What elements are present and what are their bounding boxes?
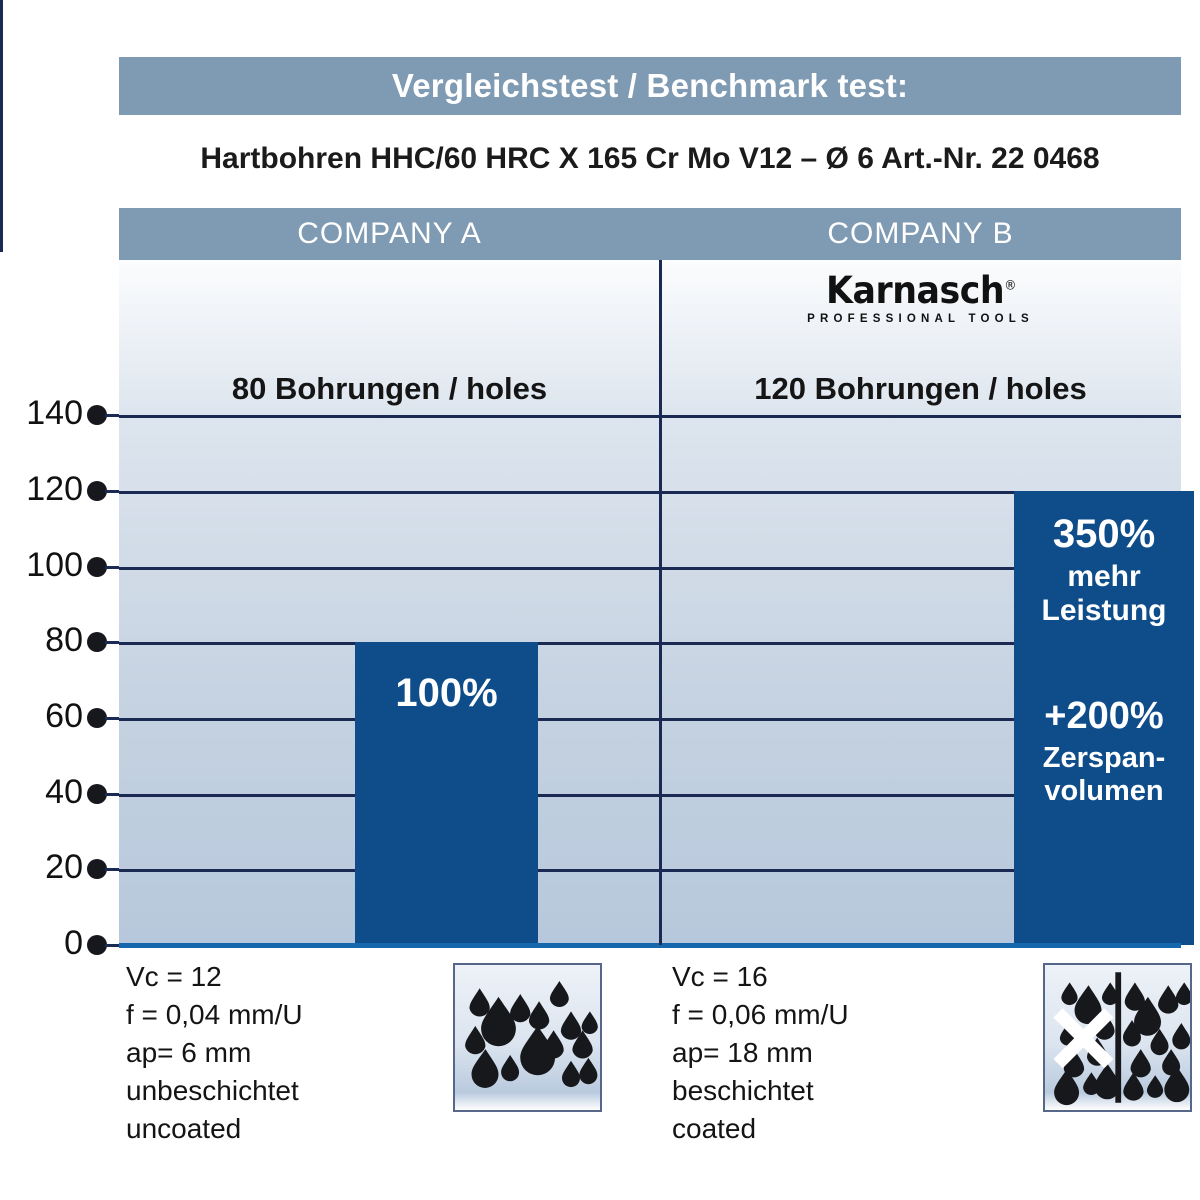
y-tick-dot-100 [87,557,107,577]
company-b-spec-coating-de: beschichtet [672,1075,814,1107]
company-b-spec-vc: Vc = 16 [672,961,768,992]
karnasch-wordmark: Karnasch® [826,272,1016,309]
y-tick-dot-80 [87,632,107,652]
y-tick-label-40: 40 [45,773,83,811]
y-tick-label-120: 120 [26,470,83,508]
page-subtitle: Hartbohren HHC/60 HRC X 165 Cr Mo V12 – … [200,142,1100,175]
bar-b-performance-line3: Leistung [1041,594,1167,627]
y-tick-label-60: 60 [45,697,83,735]
karnasch-wordmark-text: Karnasch [825,269,1005,312]
y-tick-label-100: 100 [26,546,83,584]
y-tick-stub-40 [105,792,119,796]
y-tick-stub-0 [105,943,119,947]
column-separator-lower [0,0,3,252]
coolant-drops-icon [453,963,602,1112]
company-a-spec-coating-de: unbeschichtet [126,1075,299,1107]
y-tick-label-140: 140 [26,394,83,432]
y-tick-dot-0 [87,935,107,955]
y-tick-dot-40 [87,784,107,804]
gridline-40 [119,794,1181,797]
karnasch-logo: Karnasch® PROFESSIONAL TOOLS [751,272,1091,325]
company-b-spec-f: f = 0,06 mm/U [672,999,849,1031]
gridline-100 [119,567,1181,570]
company-b-holes: 120 Bohrungen / holes [754,371,1087,406]
y-tick-stub-60 [105,716,119,720]
company-a-upper: 80 Bohrungen / holes [119,260,660,415]
company-header-bar: COMPANY A COMPANY B [119,208,1181,260]
y-tick-dot-60 [87,708,107,728]
y-tick-label-0: 0 [64,924,83,962]
bar-company-b[interactable]: 350% mehr Leistung +200% Zerspan- volume… [1014,491,1194,945]
y-tick-label-80: 80 [45,621,83,659]
karnasch-tagline: PROFESSIONAL TOOLS [807,313,1034,325]
registered-trademark-icon: ® [1003,278,1016,294]
y-tick-stub-120 [105,489,119,493]
company-a-spec-f: f = 0,04 mm/U [126,999,303,1031]
page-title: Vergleichstest / Benchmark test: [391,67,909,104]
bar-b-performance-pct: 350% [1052,512,1156,556]
chart-baseline [119,943,1181,948]
y-tick-dot-120 [87,481,107,501]
bar-company-a[interactable]: 100% [355,642,538,945]
y-tick-dot-20 [87,859,107,879]
bar-b-volume-line3: volumen [1044,775,1164,807]
chart-plot-area: 100% 350% mehr Leistung +200% Zerspan- v… [119,415,1194,945]
company-a-holes: 80 Bohrungen / holes [231,371,548,406]
y-tick-stub-100 [105,565,119,569]
company-a-specs: Vc = 12 f = 0,04 mm/U ap= 6 mm unbeschic… [126,958,303,1148]
y-tick-stub-80 [105,640,119,644]
company-a-spec-ap: ap= 6 mm [126,1037,252,1069]
company-b-spec-ap: ap= 18 mm [672,1037,813,1069]
y-tick-stub-140 [105,413,119,417]
gridline-20 [119,869,1181,872]
bar-a-value-label: 100% [395,671,498,715]
company-b-specs: Vc = 16 f = 0,06 mm/U ap= 18 mm beschich… [672,958,849,1148]
company-a-spec-vc: Vc = 12 [126,961,222,992]
y-tick-label-20: 20 [45,848,83,886]
benchmark-title-bar: Vergleichstest / Benchmark test: [119,57,1181,115]
gridline-140 [119,415,1181,418]
company-a-spec-coating-en: uncoated [126,1113,242,1145]
company-a-header: COMPANY A [297,217,482,250]
bar-b-volume-pct: +200% [1044,695,1164,737]
bar-b-volume-line2: Zerspan- [1042,742,1166,774]
y-tick-dot-140 [87,405,107,425]
company-b-upper: Karnasch® PROFESSIONAL TOOLS 120 Bohrung… [660,260,1181,415]
gridline-60 [119,718,1181,721]
gridline-80 [119,642,1181,645]
column-separator-upper [659,260,662,945]
no-coolant-mql-icon [1043,963,1192,1112]
company-b-spec-coating-en: coated [672,1113,757,1145]
y-tick-stub-20 [105,867,119,871]
company-b-header: COMPANY B [827,217,1014,250]
upper-panel: 80 Bohrungen / holes Karnasch® PROFESSIO… [119,260,1181,415]
gridline-120 [119,491,1181,494]
bar-b-performance-line2: mehr [1067,560,1141,593]
